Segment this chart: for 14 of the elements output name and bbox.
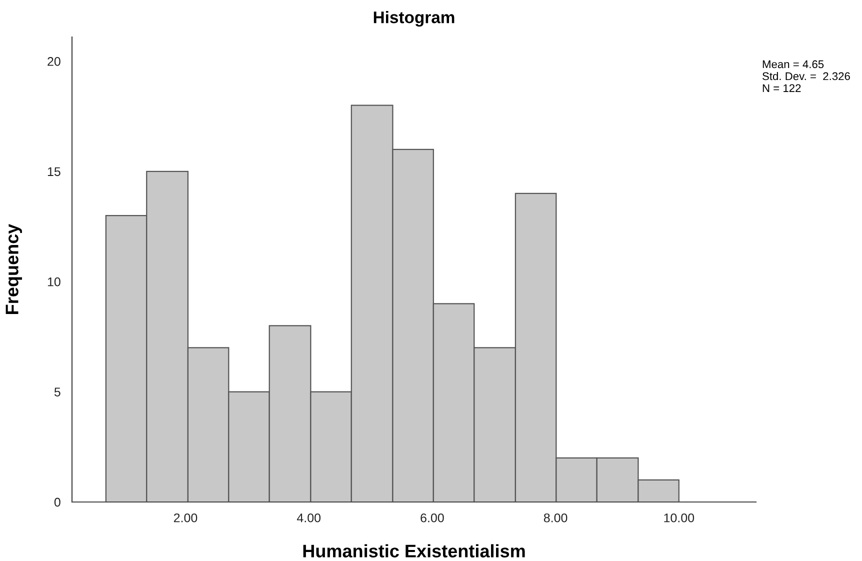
y-tick-label: 0 (54, 498, 60, 507)
text: Mean = 4.65 Std. Dev. = 2.326 N = 122 (762, 60, 850, 92)
x-tick-label: 10.00 (664, 513, 694, 522)
chart-title: Histogram (374, 11, 454, 27)
x-tick-label: 4.00 (296, 513, 321, 522)
y-tick-label: 10 (48, 277, 60, 286)
x-tick-label: 6.00 (420, 513, 444, 522)
x-tick-label: 8.00 (544, 513, 568, 522)
y-tick-label: 20 (48, 57, 60, 66)
y-axis-title: Frequency (6, 224, 22, 314)
y-tick-label: 5 (54, 388, 60, 396)
x-axis-title: Humanistic Existentialism (303, 544, 525, 558)
x-tick-label: 2.00 (174, 513, 198, 522)
y-tick-label: 15 (48, 167, 60, 176)
